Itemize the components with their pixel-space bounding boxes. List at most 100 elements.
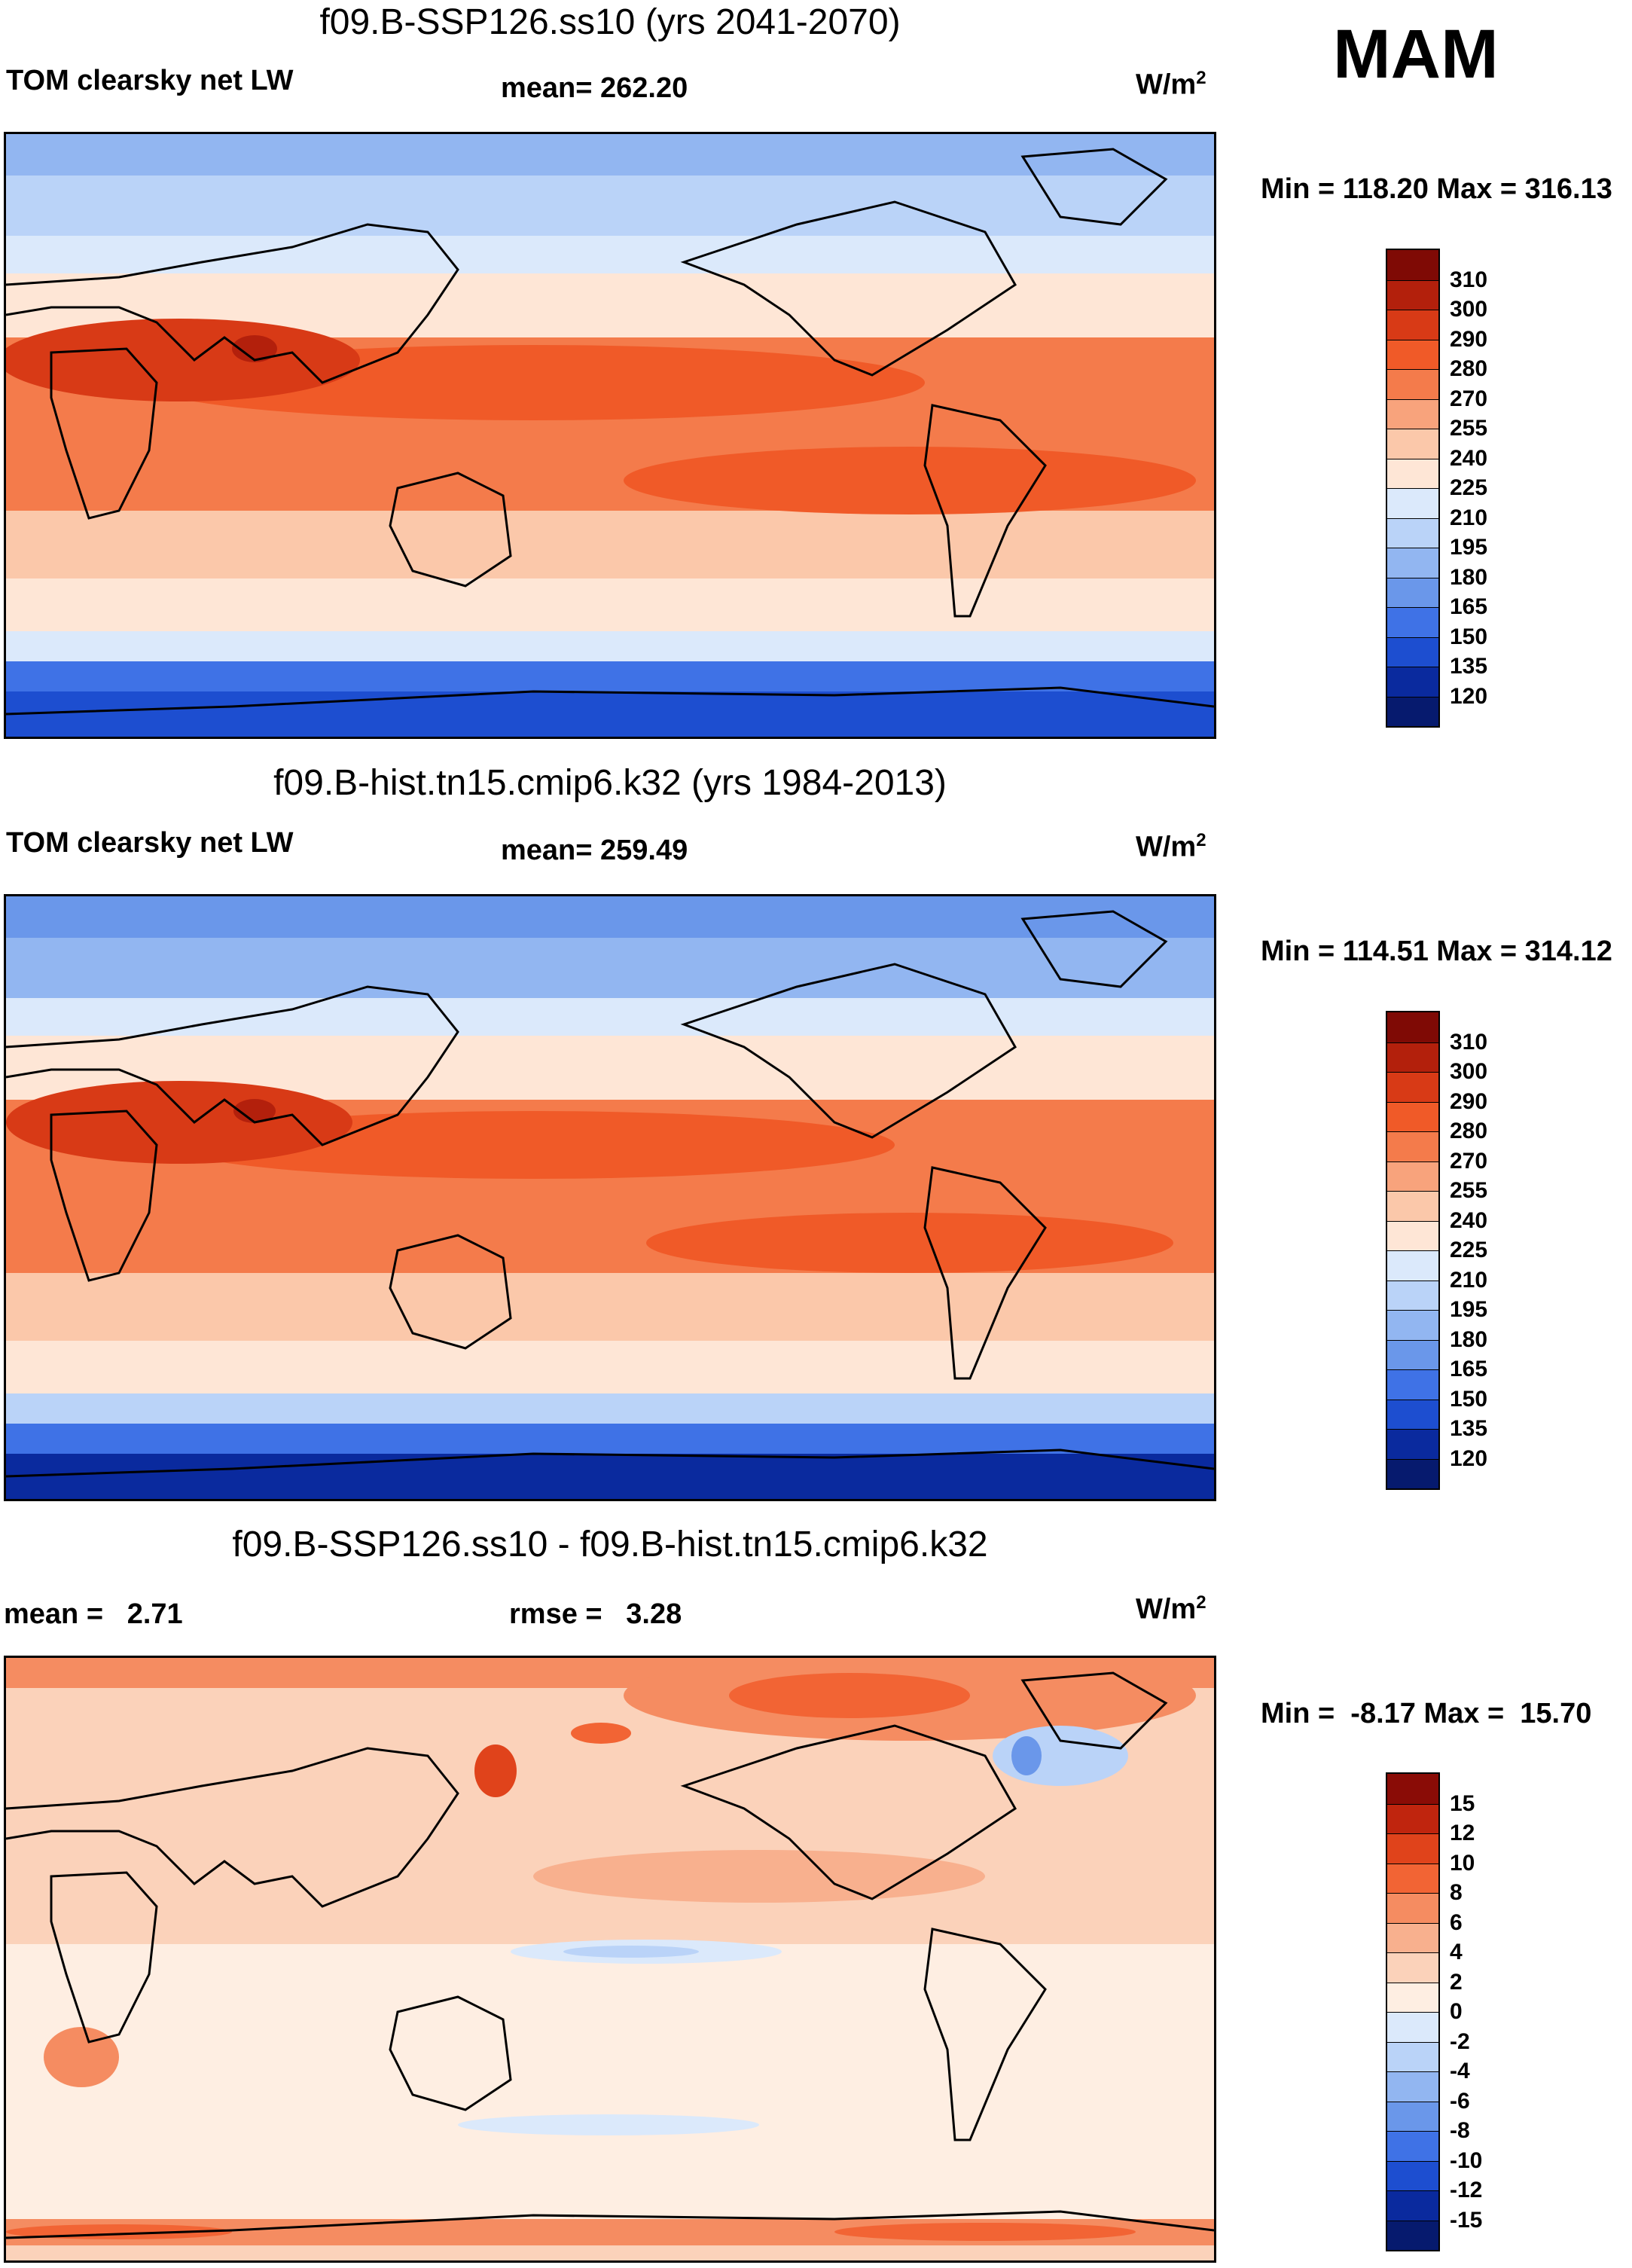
colorbar-swatch	[1387, 1429, 1438, 1459]
colorbar-swatch	[1387, 1803, 1438, 1833]
colorbar-tick-label: 135	[1450, 654, 1488, 679]
colorbar-swatch	[1387, 1339, 1438, 1369]
colorbar-tick-label: 255	[1450, 1178, 1488, 1203]
colorbar-tick-label: 150	[1450, 1386, 1488, 1412]
panel-1-mean-label: mean= 262.20	[501, 72, 688, 104]
colorbar-tick-label: 195	[1450, 1297, 1488, 1322]
colorbar-swatch	[1387, 696, 1438, 726]
panel-3-colorbar	[1386, 1772, 1440, 2251]
colorbar-swatch	[1387, 1774, 1438, 1804]
colorbar-swatch	[1387, 548, 1438, 578]
arctic-band-2	[6, 176, 1214, 236]
colorbar-tick-label: 120	[1450, 1445, 1488, 1471]
colorbar-tick-label: 270	[1450, 1148, 1488, 1174]
colorbar-tick-label: 195	[1450, 535, 1488, 560]
panel-2-units: W/m2	[1136, 830, 1206, 863]
colorbar-swatch	[1387, 636, 1438, 667]
colorbar-swatch	[1387, 607, 1438, 637]
colorbar-tick-label: 165	[1450, 1357, 1488, 1381]
colorbar-tick-label: 280	[1450, 356, 1488, 381]
colorbar-swatch	[1387, 1833, 1438, 1864]
colorbar-tick-label: 2	[1450, 1969, 1463, 1995]
colorbar-tick-label: -8	[1450, 2118, 1470, 2143]
colorbar-swatch	[1387, 2041, 1438, 2071]
antarctic-band-2	[6, 691, 1214, 737]
colorbar-tick-label: 210	[1450, 505, 1488, 530]
colorbar-swatch	[1387, 1072, 1438, 1102]
colorbar-tick-label: 300	[1450, 297, 1488, 322]
colorbar-swatch	[1387, 1458, 1438, 1488]
colorbar-tick-label: 280	[1450, 1119, 1488, 1143]
panel-3-units: W/m2	[1136, 1592, 1206, 1625]
africa-outline	[50, 347, 158, 520]
sahara-arabia-max	[6, 319, 360, 401]
panel-3-map	[4, 1656, 1216, 2263]
colorbar-swatch	[1387, 1310, 1438, 1340]
panel-2-variable-label: TOM clearsky net LW	[6, 827, 294, 859]
panel-1-title: f09.B-SSP126.ss10 (yrs 2041-2070)	[319, 2, 901, 42]
colorbar-swatch	[1387, 488, 1438, 518]
panel-2-minmax: Min = 114.51 Max = 314.12	[1261, 936, 1612, 967]
colorbar-swatch	[1387, 1131, 1438, 1161]
continent-outlines	[6, 148, 1214, 716]
colorbar-tick-label: 225	[1450, 1238, 1488, 1262]
colorbar-swatch	[1387, 1893, 1438, 1923]
colorbar-swatch	[1387, 1250, 1438, 1281]
colorbar-swatch	[1387, 577, 1438, 607]
colorbar-swatch	[1387, 1042, 1438, 1072]
panel-1-map	[4, 132, 1216, 739]
colorbar-tick-label: 310	[1450, 267, 1488, 292]
panel-1-units: W/m2	[1136, 68, 1206, 101]
colorbar-tick-label: -4	[1450, 2059, 1470, 2083]
india-max	[232, 335, 277, 362]
colorbar-swatch	[1387, 1369, 1438, 1400]
colorbar-swatch	[1387, 1922, 1438, 1952]
panel-3-mean-label: mean = 2.71	[4, 1598, 183, 1630]
colorbar-tick-label: 6	[1450, 1909, 1463, 1935]
panel-2-colorbar	[1386, 1011, 1440, 1490]
colorbar-swatch	[1387, 2101, 1438, 2131]
colorbar-tick-label: 240	[1450, 445, 1488, 471]
colorbar-tick-label: 210	[1450, 1267, 1488, 1293]
greenland-outline	[1020, 148, 1168, 226]
panel-3-title: f09.B-SSP126.ss10 - f09.B-hist.tn15.cmip…	[232, 1525, 988, 1564]
colorbar-tick-label: 10	[1450, 1850, 1475, 1876]
panel-1-colorbar	[1386, 249, 1440, 728]
colorbar-tick-label: 270	[1450, 386, 1488, 411]
colorbar-swatch	[1387, 667, 1438, 697]
colorbar-swatch	[1387, 250, 1438, 280]
colorbar-tick-label: 4	[1450, 1940, 1463, 1964]
southern-ocean-band	[6, 631, 1214, 661]
antarctic-band	[6, 661, 1214, 691]
colorbar-tick-label: -15	[1450, 2207, 1483, 2233]
colorbar-swatch	[1387, 339, 1438, 369]
colorbar-swatch	[1387, 1399, 1438, 1429]
colorbar-tick-label: 8	[1450, 1880, 1463, 1905]
colorbar-swatch	[1387, 2160, 1438, 2190]
panel-2-mean-label: mean= 259.49	[501, 835, 688, 866]
colorbar-swatch	[1387, 2071, 1438, 2102]
panel-3-rmse-label: rmse = 3.28	[509, 1598, 682, 1630]
colorbar-tick-label: 225	[1450, 475, 1488, 500]
colorbar-swatch	[1387, 2220, 1438, 2250]
colorbar-tick-label: -6	[1450, 2088, 1470, 2114]
panel-1-variable-label: TOM clearsky net LW	[6, 65, 294, 96]
colorbar-swatch	[1387, 2131, 1438, 2161]
colorbar-swatch	[1387, 1220, 1438, 1250]
colorbar-swatch	[1387, 1161, 1438, 1191]
colorbar-tick-label: 290	[1450, 326, 1488, 352]
colorbar-swatch	[1387, 1280, 1438, 1310]
antarctica-outline	[6, 686, 1214, 716]
colorbar-swatch	[1387, 1863, 1438, 1893]
colorbar-tick-label: 150	[1450, 624, 1488, 649]
colorbar-swatch	[1387, 1012, 1438, 1042]
australia-outline	[389, 472, 512, 588]
colorbar-tick-label: -2	[1450, 2028, 1470, 2054]
colorbar-tick-label: 12	[1450, 1821, 1475, 1845]
panel-1-minmax: Min = 118.20 Max = 316.13	[1261, 173, 1612, 205]
colorbar-tick-label: 135	[1450, 1416, 1488, 1441]
colorbar-tick-label: -10	[1450, 2147, 1483, 2173]
colorbar-swatch	[1387, 1191, 1438, 1221]
colorbar-tick-label: 290	[1450, 1088, 1488, 1114]
colorbar-tick-label: 240	[1450, 1207, 1488, 1233]
